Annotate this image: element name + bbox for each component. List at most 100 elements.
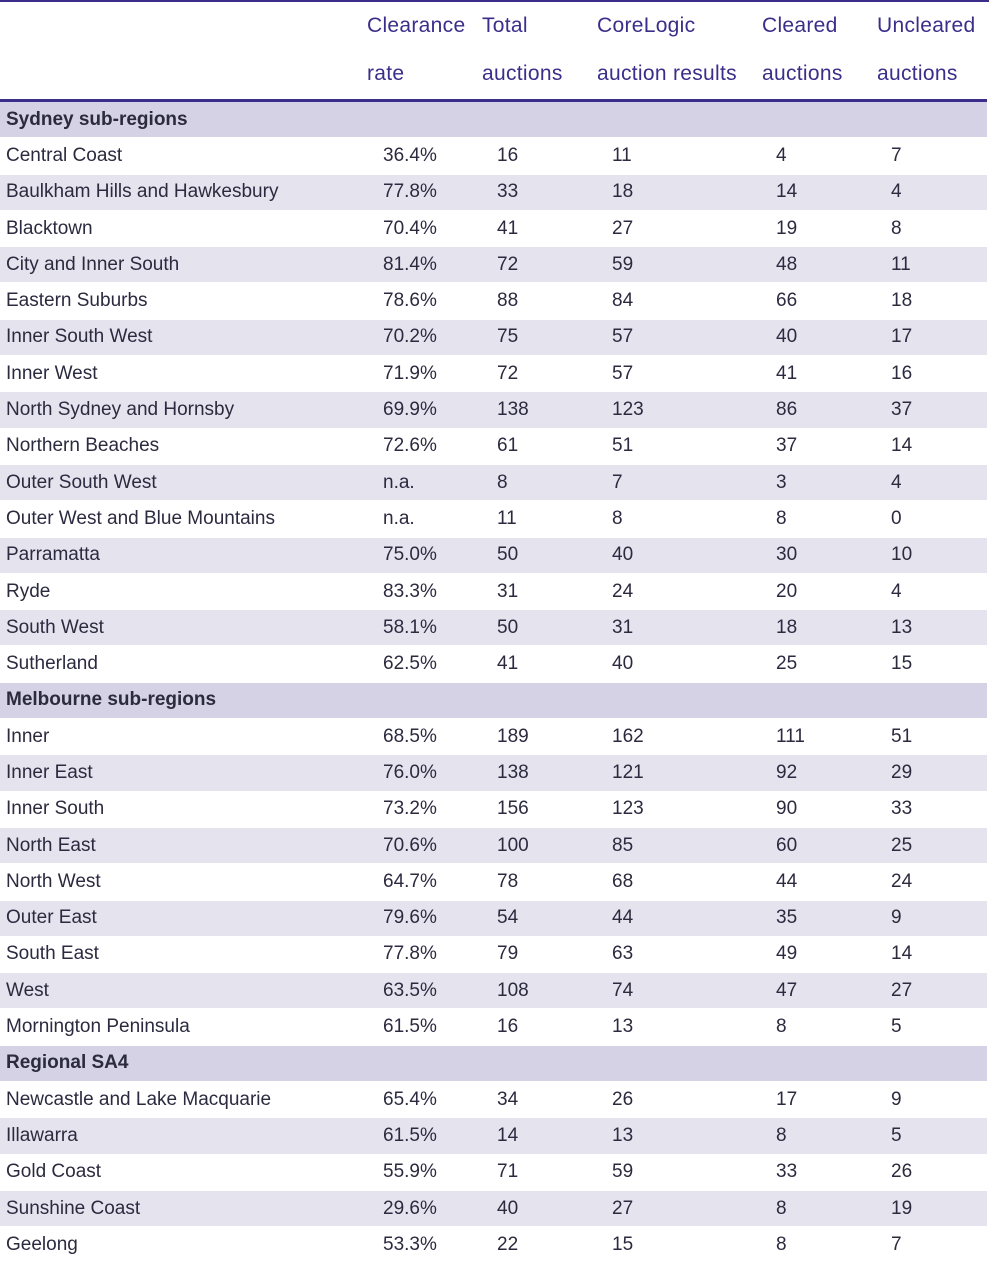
- cleared-auctions-cell: 8: [761, 1190, 876, 1228]
- region-name-cell: South West: [0, 609, 366, 647]
- corelogic-results-cell: 121: [596, 754, 761, 792]
- clearance-rate-cell: 78.6%: [366, 282, 481, 320]
- region-name-cell: North West: [0, 863, 366, 901]
- header-total-auctions: Total auctions: [481, 2, 596, 102]
- total-auctions-cell: 50: [481, 537, 596, 574]
- cleared-auctions-cell: 35: [761, 900, 876, 937]
- corelogic-results-cell: 51: [596, 428, 761, 465]
- cleared-auctions-cell: 60: [761, 827, 876, 865]
- region-name-cell: South East: [0, 936, 366, 974]
- region-name-cell: Central Coast: [0, 137, 366, 175]
- table-row: Sunshine Coast 29.6% 40 27 8 19: [0, 1190, 987, 1228]
- clearance-rate-cell: 79.6%: [366, 900, 481, 937]
- cleared-auctions-cell: 8: [761, 1117, 876, 1155]
- total-auctions-cell: 78: [481, 863, 596, 901]
- region-name-cell: Mornington Peninsula: [0, 1008, 366, 1046]
- table-row: Mornington Peninsula 61.5% 16 13 8 5: [0, 1008, 987, 1046]
- header-line: rate: [367, 62, 405, 85]
- corelogic-results-cell: 15: [596, 1226, 761, 1264]
- region-name-cell: Gold Coast: [0, 1154, 366, 1191]
- corelogic-results-cell: 11: [596, 137, 761, 175]
- uncleared-auctions-cell: 10: [876, 537, 987, 574]
- table-row: Illawarra 61.5% 14 13 8 5: [0, 1117, 987, 1155]
- total-auctions-cell: 41: [481, 645, 596, 683]
- header-cleared-auctions: Cleared auctions: [761, 2, 876, 102]
- total-auctions-cell: 40: [481, 1190, 596, 1228]
- uncleared-auctions-cell: 17: [876, 319, 987, 357]
- clearance-rate-cell: 70.2%: [366, 319, 481, 357]
- region-name-cell: Geelong: [0, 1226, 366, 1264]
- cleared-auctions-cell: 14: [761, 174, 876, 211]
- corelogic-results-cell: 13: [596, 1008, 761, 1046]
- uncleared-auctions-cell: 24: [876, 863, 987, 901]
- header-line: CoreLogic: [597, 14, 696, 37]
- cleared-auctions-cell: 47: [761, 972, 876, 1010]
- cleared-auctions-cell: 40: [761, 319, 876, 357]
- table-row: North East 70.6% 100 85 60 25: [0, 827, 987, 865]
- clearance-rate-cell: 62.5%: [366, 645, 481, 683]
- uncleared-auctions-cell: 14: [876, 936, 987, 974]
- region-name-cell: Inner: [0, 718, 366, 756]
- total-auctions-cell: 72: [481, 246, 596, 284]
- clearance-rate-cell: 36.4%: [366, 137, 481, 175]
- cleared-auctions-cell: 18: [761, 609, 876, 647]
- section-header-row: Sydney sub-regions: [0, 100, 987, 139]
- uncleared-auctions-cell: 9: [876, 1081, 987, 1119]
- total-auctions-cell: 54: [481, 900, 596, 937]
- clearance-rate-cell: 65.4%: [366, 1081, 481, 1119]
- clearance-rate-cell: 55.9%: [366, 1154, 481, 1191]
- table-row: South West 58.1% 50 31 18 13: [0, 609, 987, 647]
- clearance-rate-cell: 70.4%: [366, 210, 481, 248]
- cleared-auctions-cell: 41: [761, 355, 876, 393]
- cleared-auctions-cell: 8: [761, 1226, 876, 1264]
- section-header-row: Regional SA4: [0, 1045, 987, 1083]
- total-auctions-cell: 22: [481, 1226, 596, 1264]
- corelogic-results-cell: 26: [596, 1081, 761, 1119]
- total-auctions-cell: 156: [481, 791, 596, 828]
- header-line: Cleared: [762, 14, 838, 37]
- corelogic-results-cell: 57: [596, 319, 761, 357]
- cleared-auctions-cell: 30: [761, 537, 876, 574]
- table-row: City and Inner South 81.4% 72 59 48 11: [0, 246, 987, 284]
- total-auctions-cell: 72: [481, 355, 596, 393]
- table-row: Sutherland 62.5% 41 40 25 15: [0, 645, 987, 683]
- total-auctions-cell: 33: [481, 174, 596, 211]
- cleared-auctions-cell: 44: [761, 863, 876, 901]
- cleared-auctions-cell: 17: [761, 1081, 876, 1119]
- total-auctions-cell: 34: [481, 1081, 596, 1119]
- clearance-rate-cell: 61.5%: [366, 1008, 481, 1046]
- header-line: auctions: [762, 62, 843, 85]
- table-header: Clearance rate Total auctions CoreLogic …: [0, 2, 987, 102]
- clearance-rate-cell: 83.3%: [366, 573, 481, 611]
- total-auctions-cell: 71: [481, 1154, 596, 1191]
- clearance-rate-cell: 75.0%: [366, 537, 481, 574]
- corelogic-results-cell: 44: [596, 900, 761, 937]
- region-name-cell: Outer South West: [0, 464, 366, 502]
- uncleared-auctions-cell: 5: [876, 1008, 987, 1046]
- corelogic-results-cell: 68: [596, 863, 761, 901]
- corelogic-results-cell: 7: [596, 464, 761, 502]
- clearance-rate-cell: 71.9%: [366, 355, 481, 393]
- header-line: auction results: [597, 62, 737, 85]
- header-line: auctions: [877, 62, 958, 85]
- cleared-auctions-cell: 3: [761, 464, 876, 502]
- uncleared-auctions-cell: 7: [876, 1226, 987, 1264]
- header-clearance-rate: Clearance rate: [366, 2, 481, 102]
- uncleared-auctions-cell: 16: [876, 355, 987, 393]
- total-auctions-cell: 75: [481, 319, 596, 357]
- table-row: Inner West 71.9% 72 57 41 16: [0, 355, 987, 393]
- region-name-cell: Parramatta: [0, 537, 366, 574]
- region-name-cell: North East: [0, 827, 366, 865]
- table-row: Inner East 76.0% 138 121 92 29: [0, 754, 987, 792]
- total-auctions-cell: 16: [481, 1008, 596, 1046]
- uncleared-auctions-cell: 26: [876, 1154, 987, 1191]
- table-row: Gold Coast 55.9% 71 59 33 26: [0, 1154, 987, 1191]
- cleared-auctions-cell: 19: [761, 210, 876, 248]
- total-auctions-cell: 61: [481, 428, 596, 465]
- section-header-row: Melbourne sub-regions: [0, 682, 987, 720]
- section-title: Sydney sub-regions: [0, 100, 987, 139]
- table-row: South East 77.8% 79 63 49 14: [0, 936, 987, 974]
- total-auctions-cell: 50: [481, 609, 596, 647]
- section-title: Melbourne sub-regions: [0, 682, 987, 720]
